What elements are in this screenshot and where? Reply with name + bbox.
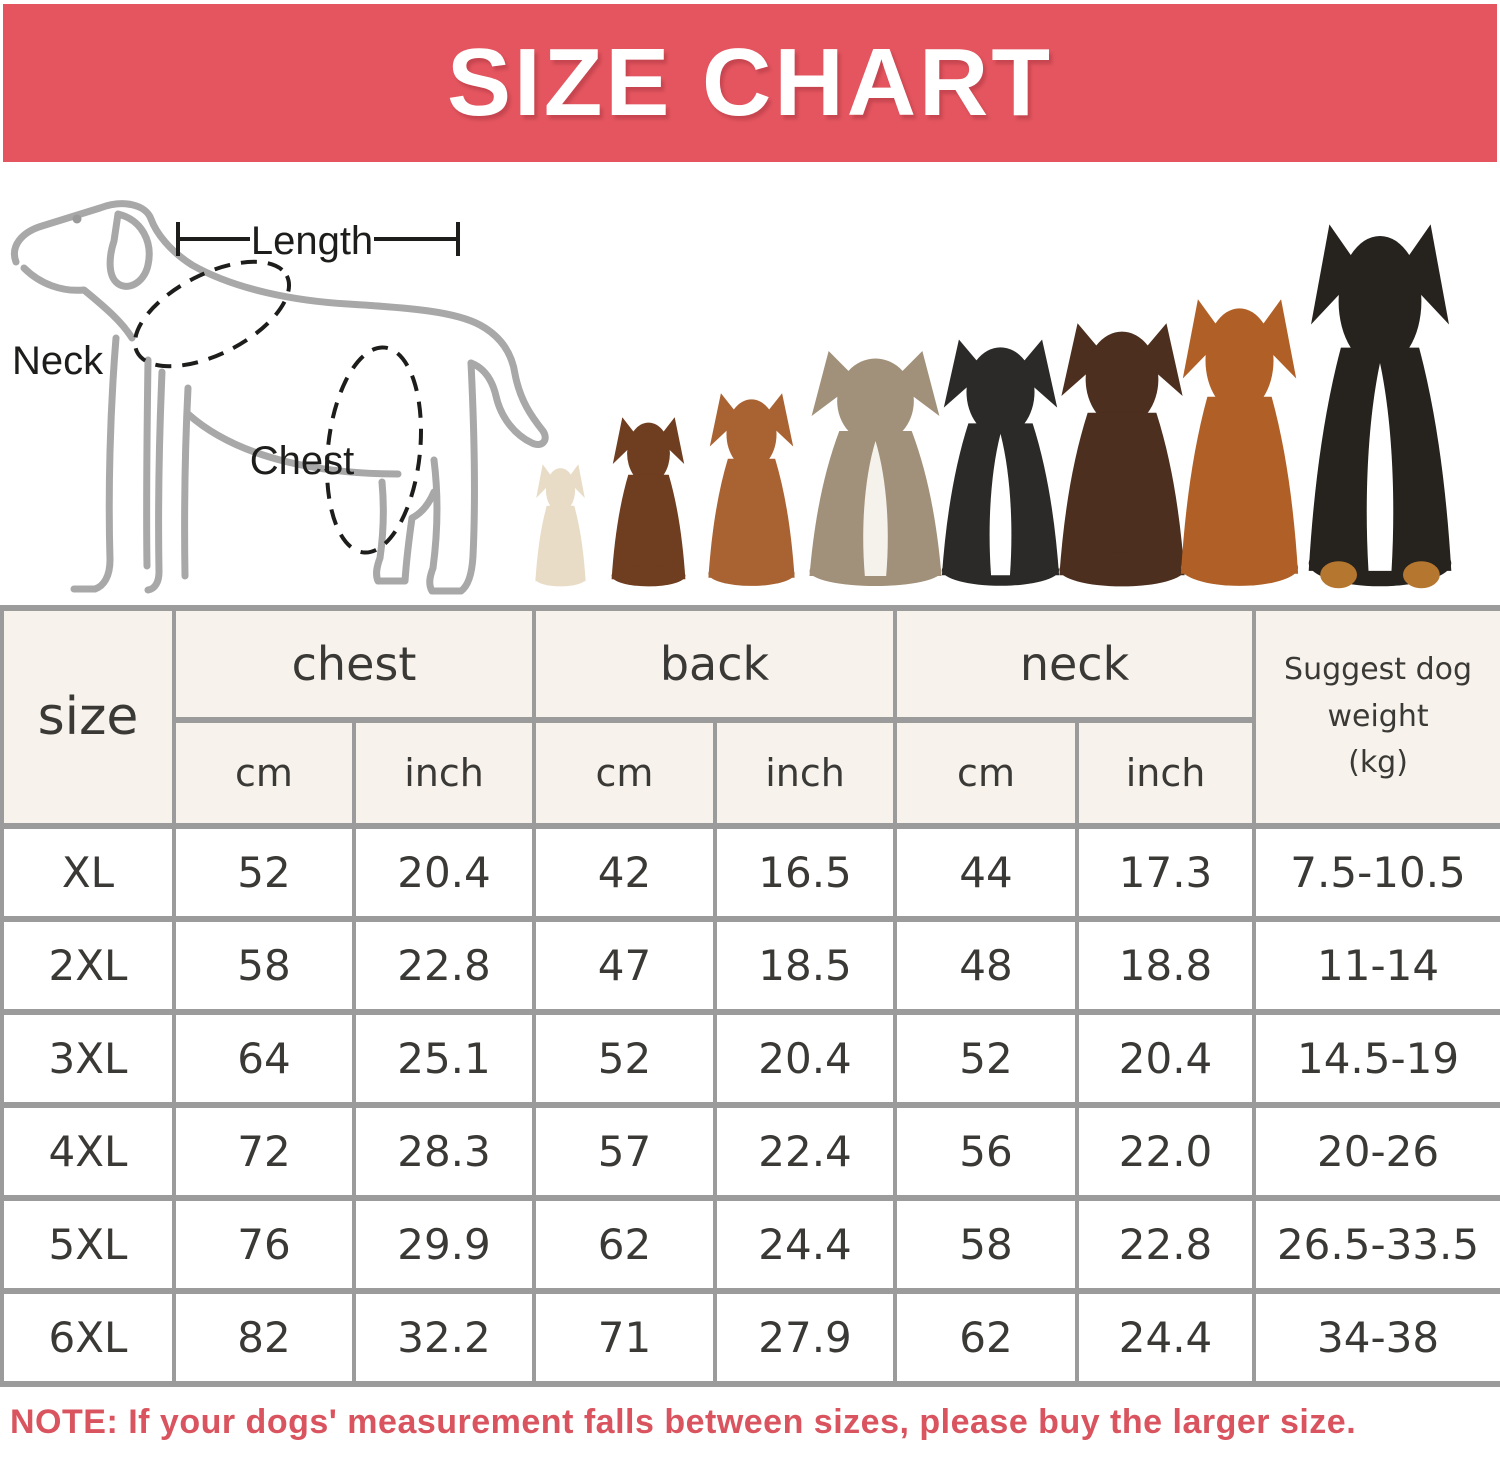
dog-silhouette-dachshund [611,417,686,587]
col-header-size: size [0,605,176,829]
dog-silhouette-vizsla [1180,299,1299,586]
chest-label: Chest [250,439,355,483]
unit-header-chest-cm: cm [172,717,356,829]
weight-header-line3: (kg) [1348,745,1408,781]
weight-header-line1: Suggest dog [1284,652,1473,688]
dog-silhouette-bernese-mountain-dog [1308,224,1452,589]
length-label: Length [251,219,373,263]
cell-chest-inch: 25.1 [352,1009,536,1108]
cell-neck-inch: 24.4 [1075,1288,1257,1387]
table-row-4xl: 4XL 72 28.3 57 22.4 56 22.0 20-26 [0,1102,1500,1201]
cell-neck-cm: 58 [893,1195,1080,1294]
cell-size: 6XL [0,1288,176,1387]
table-row-6xl: 6XL 82 32.2 71 27.9 62 24.4 34-38 [0,1288,1500,1387]
measurement-ellipses [132,259,423,555]
cell-neck-inch: 18.8 [1075,916,1257,1015]
cell-back-cm: 57 [532,1102,717,1201]
cell-size: 3XL [0,1009,176,1108]
unit-header-neck-inch: inch [1075,717,1257,829]
cell-neck-cm: 52 [893,1009,1080,1108]
col-header-neck: neck [893,605,1257,723]
cell-weight: 7.5-10.5 [1252,823,1500,922]
cell-back-inch: 24.4 [712,1195,898,1294]
size-chart-banner: SIZE CHART [3,4,1497,162]
dog-silhouette-chihuahua [535,464,586,587]
unit-header-chest-inch: inch [352,717,536,829]
size-table: size chest back neck Suggest dog weight … [0,605,1500,1387]
unit-header-back-inch: inch [712,717,898,829]
dog-silhouette-border-collie [941,339,1060,586]
cell-back-cm: 42 [532,823,717,922]
unit-header-neck-cm: cm [893,717,1080,829]
cell-size: 4XL [0,1102,176,1201]
cell-neck-inch: 22.0 [1075,1102,1257,1201]
cell-size: XL [0,823,176,922]
cell-back-inch: 16.5 [712,823,898,922]
cell-neck-cm: 48 [893,916,1080,1015]
cell-chest-cm: 64 [172,1009,356,1108]
cell-neck-inch: 17.3 [1075,823,1257,922]
cell-weight: 14.5-19 [1252,1009,1500,1108]
table-row-5xl: 5XL 76 29.9 62 24.4 58 22.8 26.5-33.5 [0,1195,1500,1294]
dog-silhouette-bulldog [809,351,942,586]
cell-neck-inch: 22.8 [1075,1195,1257,1294]
cell-neck-cm: 62 [893,1288,1080,1387]
neck-label: Neck [12,339,104,383]
hero-illustration: Length Neck Chest [0,162,1500,605]
table-row-xl: XL 52 20.4 42 16.5 44 17.3 7.5-10.5 [0,823,1500,922]
dog-silhouette-cavalier-spaniel [708,393,795,586]
cell-back-inch: 22.4 [712,1102,898,1201]
cell-back-cm: 71 [532,1288,717,1387]
col-header-chest: chest [172,605,536,723]
col-header-weight: Suggest dog weight (kg) [1252,605,1500,829]
cell-weight: 11-14 [1252,916,1500,1015]
cell-neck-cm: 56 [893,1102,1080,1201]
cell-chest-cm: 82 [172,1288,356,1387]
note-text: NOTE: If your dogs' measurement falls be… [10,1403,1357,1441]
cell-chest-cm: 58 [172,916,356,1015]
col-header-back: back [531,605,898,723]
dog-lineup-image [535,224,1452,589]
cell-back-inch: 20.4 [712,1009,898,1108]
cell-size: 5XL [0,1195,176,1294]
cell-weight: 26.5-33.5 [1252,1195,1500,1294]
cell-chest-inch: 22.8 [352,916,536,1015]
cell-back-cm: 47 [532,916,717,1015]
cell-back-cm: 62 [532,1195,717,1294]
cell-chest-inch: 28.3 [352,1102,536,1201]
cell-chest-cm: 52 [172,823,356,922]
cell-chest-inch: 32.2 [352,1288,536,1387]
cell-chest-inch: 20.4 [352,823,536,922]
cell-chest-cm: 76 [172,1195,356,1294]
unit-header-back-cm: cm [532,717,717,829]
cell-size: 2XL [0,916,176,1015]
cell-chest-inch: 29.9 [352,1195,536,1294]
table-row-3xl: 3XL 64 25.1 52 20.4 52 20.4 14.5-19 [0,1009,1500,1108]
cell-neck-cm: 44 [893,823,1080,922]
dog-measurement-drawing [11,200,549,595]
page-title: SIZE CHART [447,29,1053,136]
cell-weight: 20-26 [1252,1102,1500,1201]
cell-weight: 34-38 [1252,1288,1500,1387]
hero-svg: Length Neck Chest [11,200,1452,595]
cell-neck-inch: 20.4 [1075,1009,1257,1108]
cell-back-inch: 18.5 [712,916,898,1015]
length-bracket [176,222,460,256]
table-row-2xl: 2XL 58 22.8 47 18.5 48 18.8 11-14 [0,916,1500,1015]
cell-chest-cm: 72 [172,1102,356,1201]
cell-back-cm: 52 [532,1009,717,1108]
dog-silhouette-labrador [1059,323,1185,587]
cell-back-inch: 27.9 [712,1288,898,1387]
weight-header-line2: weight [1327,698,1429,734]
